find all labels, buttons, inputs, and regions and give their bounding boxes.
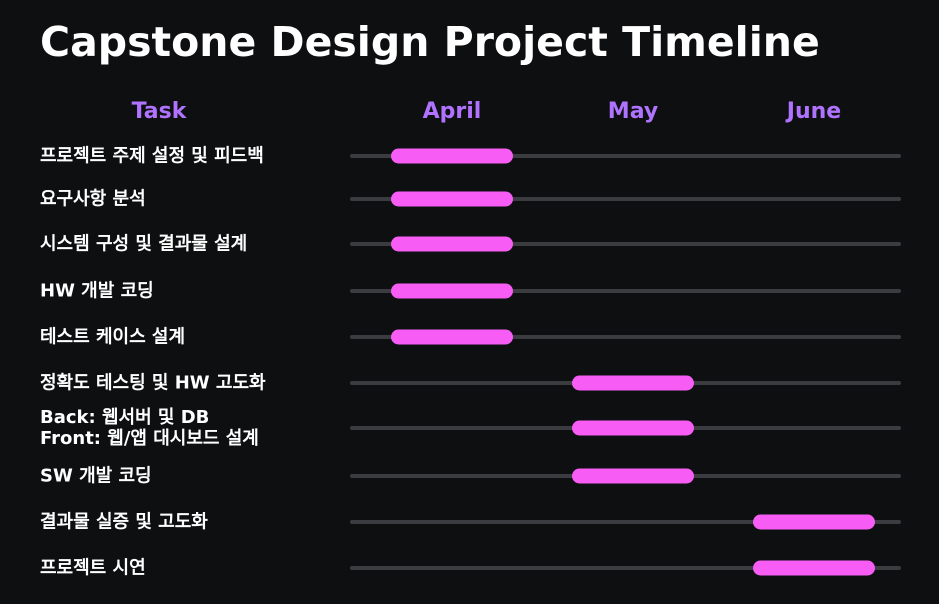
task-bar [391,191,513,207]
task-bar [391,283,513,299]
task-bar [391,236,513,252]
task-label: 시스템 구성 및 결과물 설계 [40,233,248,255]
task-bar [391,148,513,164]
task-label: 요구사항 분석 [40,188,146,210]
timeline-track [350,242,901,246]
chart-title: Capstone Design Project Timeline [40,18,820,66]
task-label: Back: 웹서버 및 DB Front: 웹/앱 대시보드 설계 [40,407,259,449]
task-bar [572,375,694,391]
task-bar [391,329,513,345]
timeline-track [350,154,901,158]
task-bar [572,468,694,484]
period-header-june: June [786,99,842,124]
task-label: HW 개발 코딩 [40,280,154,302]
task-bar [753,560,875,576]
task-label: 정확도 테스팅 및 HW 고도화 [40,372,266,394]
task-label: 결과물 실증 및 고도화 [40,511,208,533]
timeline-track [350,197,901,201]
timeline-track [350,335,901,339]
task-bar [572,420,694,436]
task-label: SW 개발 코딩 [40,465,152,487]
timeline-track [350,289,901,293]
task-column-header: Task [131,99,187,124]
period-header-may: May [607,99,659,124]
task-label: 프로젝트 주제 설정 및 피드백 [40,145,264,167]
period-header-april: April [422,99,482,124]
task-label: 테스트 케이스 설계 [40,326,186,348]
timeline-track [350,566,901,570]
task-bar [753,514,875,530]
task-label: 프로젝트 시연 [40,557,146,579]
timeline-track [350,520,901,524]
